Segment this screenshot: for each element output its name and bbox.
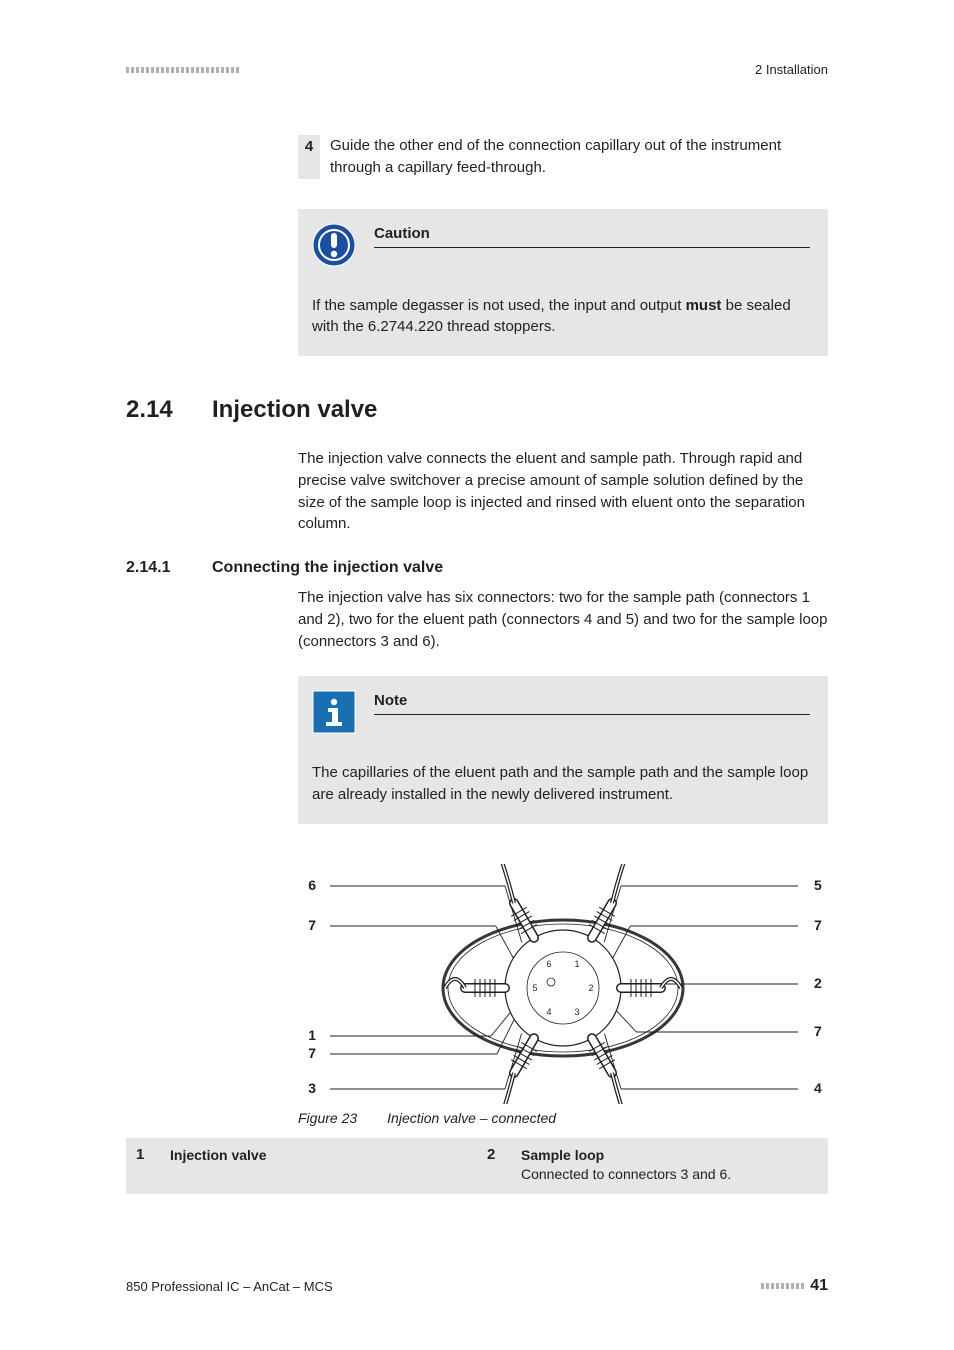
section-heading: 2.14 Injection valve bbox=[126, 396, 828, 424]
subsection-number: 2.14.1 bbox=[126, 559, 212, 577]
svg-text:7: 7 bbox=[814, 1023, 822, 1039]
note-callout: Note The capillaries of the eluent path … bbox=[298, 676, 828, 824]
svg-text:3: 3 bbox=[574, 1007, 579, 1017]
header-dash-row bbox=[126, 67, 239, 73]
step-number: 4 bbox=[298, 135, 320, 179]
figure-number: Figure 23 bbox=[298, 1110, 357, 1126]
subsection-title: Connecting the injection valve bbox=[212, 559, 443, 577]
section-number: 2.14 bbox=[126, 396, 212, 424]
svg-text:7: 7 bbox=[308, 1045, 316, 1061]
caution-body-pre: If the sample degasser is not used, the … bbox=[312, 297, 686, 314]
caution-icon bbox=[312, 223, 356, 267]
caution-body-bold: must bbox=[686, 297, 722, 314]
legend-title: Injection valve bbox=[170, 1146, 266, 1165]
figure-caption: Figure 23 Injection valve – connected bbox=[298, 1110, 828, 1126]
header-section-label: 2 Installation bbox=[755, 62, 828, 77]
legend-item: 2 Sample loop Connected to connectors 3 … bbox=[477, 1138, 828, 1194]
footer-doc-title: 850 Professional IC – AnCat – MCS bbox=[126, 1279, 333, 1294]
footer-dash-row bbox=[761, 1283, 804, 1289]
svg-text:4: 4 bbox=[546, 1007, 551, 1017]
section-paragraph: The injection valve connects the eluent … bbox=[298, 448, 828, 535]
info-icon bbox=[312, 690, 356, 734]
injection-valve-diagram: 6 7 1 7 3 5 7 2 7 4 1 2 3 4 5 6 bbox=[298, 864, 828, 1104]
svg-text:4: 4 bbox=[814, 1080, 822, 1096]
svg-text:6: 6 bbox=[308, 877, 316, 893]
note-title: Note bbox=[374, 692, 407, 709]
caution-body: If the sample degasser is not used, the … bbox=[312, 295, 810, 339]
subsection-paragraph: The injection valve has six connectors: … bbox=[298, 587, 828, 652]
page-footer: 850 Professional IC – AnCat – MCS 41 bbox=[126, 1277, 828, 1295]
page-header: 2 Installation bbox=[126, 62, 828, 77]
legend-desc: Connected to connectors 3 and 6. bbox=[521, 1165, 731, 1184]
legend-num: 1 bbox=[136, 1146, 150, 1184]
svg-text:5: 5 bbox=[532, 983, 537, 993]
figure-diagram: 6 7 1 7 3 5 7 2 7 4 1 2 3 4 5 6 bbox=[298, 864, 828, 1104]
subsection-heading: 2.14.1 Connecting the injection valve bbox=[126, 559, 828, 577]
legend-title: Sample loop bbox=[521, 1146, 731, 1165]
svg-text:7: 7 bbox=[814, 917, 822, 933]
svg-text:7: 7 bbox=[308, 917, 316, 933]
section-title: Injection valve bbox=[212, 396, 377, 424]
svg-text:2: 2 bbox=[814, 975, 822, 991]
svg-text:5: 5 bbox=[814, 877, 822, 893]
legend-num: 2 bbox=[487, 1146, 501, 1184]
step-text: Guide the other end of the connection ca… bbox=[330, 135, 826, 179]
procedure-step: 4 Guide the other end of the connection … bbox=[298, 135, 828, 179]
svg-text:1: 1 bbox=[574, 959, 579, 969]
svg-text:1: 1 bbox=[308, 1027, 316, 1043]
figure-legend: 1 Injection valve 2 Sample loop Connecte… bbox=[126, 1138, 828, 1194]
svg-text:2: 2 bbox=[588, 983, 593, 993]
svg-text:3: 3 bbox=[308, 1080, 316, 1096]
figure-caption-text: Injection valve – connected bbox=[387, 1110, 556, 1126]
legend-item: 1 Injection valve bbox=[126, 1138, 477, 1194]
caution-callout: Caution If the sample degasser is not us… bbox=[298, 209, 828, 357]
caution-title: Caution bbox=[374, 225, 430, 242]
svg-text:6: 6 bbox=[546, 959, 551, 969]
page-number: 41 bbox=[810, 1277, 828, 1295]
note-body: The capillaries of the eluent path and t… bbox=[312, 762, 810, 806]
